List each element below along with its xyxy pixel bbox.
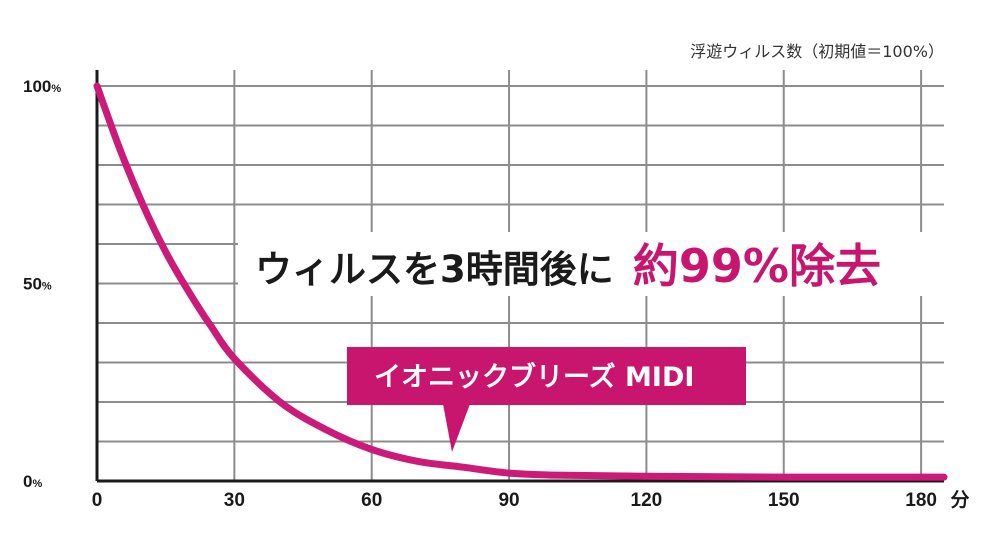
series-layer [93, 82, 948, 481]
x-tick-label: 120 [631, 490, 663, 511]
x-axis-unit-label: 分 [950, 489, 969, 511]
y-tick-value: 100 [23, 77, 51, 96]
headline-prefix: ウィルスを3時間後に [255, 248, 614, 291]
y-tick-value: 50 [23, 275, 42, 294]
x-tick-label: 0 [92, 490, 103, 511]
x-tick-label: 150 [768, 490, 800, 511]
y-tick-unit: % [42, 281, 52, 293]
x-tick-label: 60 [361, 490, 382, 511]
y-tick-label: 0% [23, 472, 42, 491]
headline-highlight: 約99%除去 [633, 239, 881, 293]
y-tick-label: 50% [23, 275, 52, 294]
x-tick-label: 90 [498, 490, 519, 511]
x-tick-label: 180 [905, 490, 937, 511]
callout-label: イオニックブリーズ MIDI [374, 361, 694, 393]
x-tick-label: 30 [224, 490, 245, 511]
headline: ウィルスを3時間後に 約99%除去 [255, 239, 881, 293]
y-tick-label: 100% [23, 77, 61, 96]
callout-box [347, 347, 746, 405]
y-tick-value: 0 [23, 472, 32, 491]
headline-background [238, 232, 944, 296]
chart-title: 浮遊ウィルス数（初期値＝100%） [690, 42, 944, 61]
x-tick-labels: 0 30 60 90 120 150 180 [92, 490, 937, 511]
y-tick-labels: 0%50%100% [23, 77, 61, 491]
y-tick-unit: % [32, 478, 42, 490]
y-tick-unit: % [51, 83, 61, 95]
series-callout: イオニックブリーズ MIDI [347, 347, 746, 452]
axes [95, 70, 944, 483]
callout-pointer [443, 404, 470, 452]
series-line [93, 82, 948, 481]
